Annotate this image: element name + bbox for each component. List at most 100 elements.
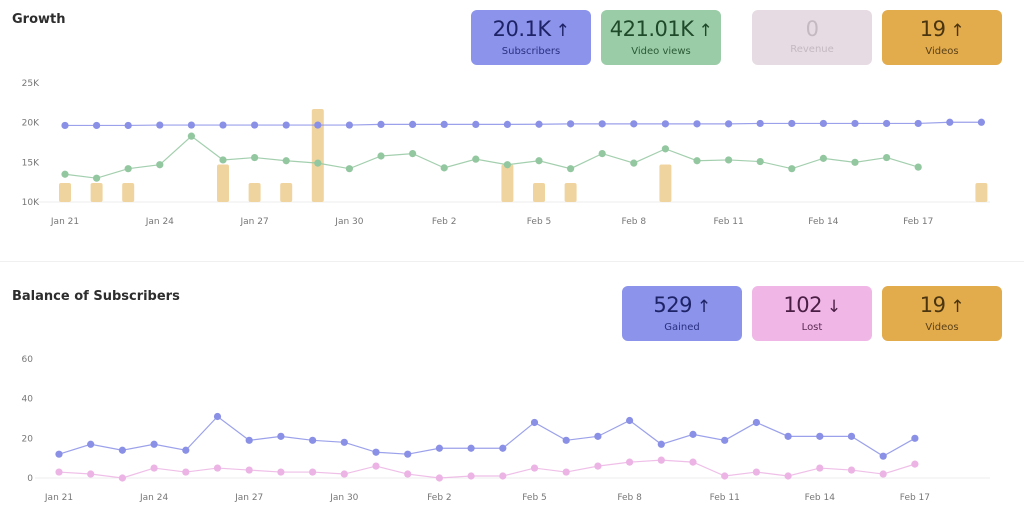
- growth-point-video-views[interactable]: [472, 155, 480, 163]
- balance-point-lost[interactable]: [689, 458, 697, 466]
- balance-point-lost[interactable]: [213, 464, 222, 472]
- balance-point-gained[interactable]: [372, 448, 380, 456]
- growth-point-video-views[interactable]: [409, 150, 417, 158]
- growth-point-video-views[interactable]: [93, 174, 101, 182]
- balance-point-gained[interactable]: [150, 440, 158, 448]
- growth-point-video-views[interactable]: [725, 156, 733, 164]
- growth-bar-videos[interactable]: [90, 183, 103, 202]
- growth-point-video-views[interactable]: [661, 145, 670, 153]
- growth-point-subscribers[interactable]: [661, 120, 670, 128]
- balance-point-lost[interactable]: [245, 466, 253, 474]
- growth-point-video-views[interactable]: [883, 153, 891, 162]
- balance-point-gained[interactable]: [404, 450, 412, 458]
- growth-point-subscribers[interactable]: [946, 118, 954, 126]
- balance-point-lost[interactable]: [784, 472, 792, 480]
- growth-point-video-views[interactable]: [535, 157, 543, 165]
- balance-point-lost[interactable]: [372, 462, 380, 470]
- balance-point-lost[interactable]: [657, 456, 665, 464]
- growth-point-subscribers[interactable]: [503, 120, 511, 129]
- growth-point-subscribers[interactable]: [61, 121, 69, 130]
- growth-point-video-views[interactable]: [440, 164, 448, 172]
- balance-point-lost[interactable]: [182, 468, 190, 476]
- growth-point-video-views[interactable]: [630, 159, 638, 167]
- balance-stat-videos[interactable]: 19 ↑ Videos: [882, 286, 1002, 341]
- growth-point-video-views[interactable]: [219, 156, 227, 164]
- growth-point-subscribers[interactable]: [819, 119, 828, 128]
- growth-bar-videos[interactable]: [564, 183, 577, 202]
- growth-stat-revenue[interactable]: 0 Revenue: [752, 10, 872, 65]
- growth-point-video-views[interactable]: [914, 163, 922, 171]
- balance-point-gained[interactable]: [626, 416, 634, 425]
- balance-point-lost[interactable]: [530, 464, 539, 472]
- balance-point-gained[interactable]: [213, 412, 222, 421]
- growth-point-subscribers[interactable]: [788, 119, 796, 128]
- growth-bar-videos[interactable]: [533, 183, 545, 202]
- balance-stat-gained[interactable]: 529 ↑ Gained: [622, 286, 742, 341]
- balance-point-lost[interactable]: [309, 468, 317, 476]
- balance-point-gained[interactable]: [245, 436, 253, 444]
- balance-point-gained[interactable]: [816, 432, 824, 440]
- growth-point-video-views[interactable]: [756, 157, 764, 166]
- growth-bar-videos[interactable]: [59, 183, 71, 202]
- growth-point-subscribers[interactable]: [851, 119, 859, 128]
- growth-point-subscribers[interactable]: [93, 121, 101, 130]
- balance-point-lost[interactable]: [87, 470, 95, 478]
- growth-point-subscribers[interactable]: [693, 120, 701, 128]
- growth-point-subscribers[interactable]: [251, 121, 259, 129]
- growth-point-video-views[interactable]: [345, 165, 353, 173]
- growth-point-video-views[interactable]: [819, 154, 828, 162]
- balance-point-gained[interactable]: [879, 452, 887, 460]
- balance-point-gained[interactable]: [309, 436, 317, 444]
- growth-point-subscribers[interactable]: [725, 120, 733, 128]
- growth-point-subscribers[interactable]: [914, 119, 922, 128]
- growth-point-subscribers[interactable]: [567, 120, 575, 128]
- growth-point-subscribers[interactable]: [345, 121, 353, 129]
- balance-point-gained[interactable]: [55, 450, 63, 458]
- growth-point-video-views[interactable]: [187, 132, 195, 140]
- balance-point-gained[interactable]: [594, 432, 602, 440]
- growth-point-subscribers[interactable]: [472, 120, 480, 129]
- growth-point-subscribers[interactable]: [156, 121, 164, 129]
- balance-point-lost[interactable]: [277, 468, 285, 476]
- growth-point-subscribers[interactable]: [883, 119, 891, 128]
- balance-point-gained[interactable]: [118, 446, 126, 454]
- balance-point-lost[interactable]: [626, 458, 634, 466]
- growth-point-video-views[interactable]: [124, 165, 132, 173]
- growth-point-video-views[interactable]: [377, 152, 385, 160]
- balance-point-lost[interactable]: [150, 464, 158, 472]
- balance-point-gained[interactable]: [752, 418, 761, 427]
- balance-point-lost[interactable]: [752, 468, 761, 476]
- growth-bar-videos[interactable]: [659, 164, 672, 203]
- growth-point-video-views[interactable]: [251, 153, 259, 162]
- growth-bar-videos[interactable]: [311, 109, 324, 202]
- growth-stat-video-views[interactable]: 421.01K ↑ Video views: [601, 10, 721, 65]
- balance-point-gained[interactable]: [784, 432, 792, 440]
- growth-point-subscribers[interactable]: [187, 121, 195, 129]
- growth-point-video-views[interactable]: [61, 170, 69, 178]
- growth-point-video-views[interactable]: [788, 165, 796, 173]
- balance-point-lost[interactable]: [340, 470, 348, 478]
- balance-point-gained[interactable]: [87, 440, 95, 448]
- growth-bar-videos[interactable]: [280, 183, 293, 202]
- growth-bar-videos[interactable]: [501, 164, 514, 203]
- growth-point-subscribers[interactable]: [314, 121, 322, 129]
- growth-bar-videos[interactable]: [975, 183, 988, 202]
- balance-point-gained[interactable]: [499, 444, 507, 452]
- growth-point-video-views[interactable]: [503, 161, 511, 169]
- balance-point-gained[interactable]: [340, 438, 348, 446]
- growth-point-subscribers[interactable]: [409, 120, 417, 129]
- balance-point-gained[interactable]: [562, 436, 570, 444]
- growth-point-subscribers[interactable]: [535, 120, 543, 128]
- balance-point-lost[interactable]: [55, 468, 63, 476]
- growth-point-video-views[interactable]: [314, 159, 322, 167]
- growth-point-video-views[interactable]: [598, 150, 606, 158]
- balance-point-gained[interactable]: [911, 434, 919, 442]
- balance-point-lost[interactable]: [911, 460, 919, 468]
- balance-point-lost[interactable]: [499, 472, 507, 480]
- growth-stat-subscribers[interactable]: 20.1K ↑ Subscribers: [471, 10, 591, 65]
- growth-point-subscribers[interactable]: [219, 121, 227, 129]
- growth-point-subscribers[interactable]: [756, 119, 764, 128]
- balance-point-lost[interactable]: [594, 462, 602, 470]
- growth-point-subscribers[interactable]: [598, 120, 606, 128]
- growth-point-subscribers[interactable]: [124, 121, 132, 130]
